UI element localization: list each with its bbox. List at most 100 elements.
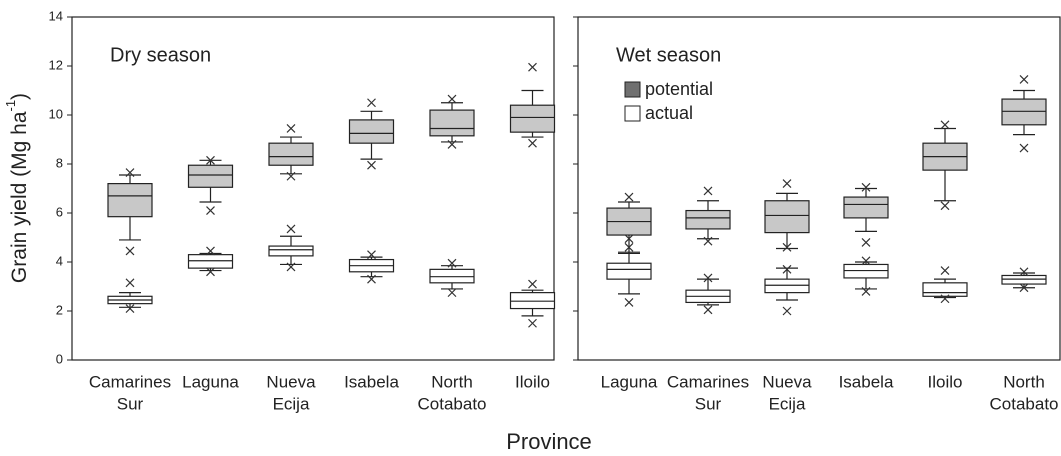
box	[509, 292, 556, 310]
y-tick-label: 6	[56, 204, 63, 219]
legend-swatch	[624, 105, 641, 122]
flier	[861, 256, 871, 266]
x-tick-label: Laguna	[601, 372, 658, 391]
panel-title: Dry season	[110, 44, 211, 66]
plot-frame	[577, 16, 1061, 361]
x-tick-label: North	[431, 372, 473, 391]
y-tick-label: 14	[49, 8, 63, 23]
x-tick-label: Sur	[695, 394, 722, 413]
flier	[861, 286, 871, 296]
plot-frame	[71, 16, 555, 361]
box	[187, 254, 234, 269]
flier	[206, 155, 215, 165]
flier	[940, 294, 950, 304]
flier	[125, 278, 135, 288]
y-axis-label-text: Grain yield (Mg ha	[8, 111, 31, 283]
box	[922, 282, 968, 297]
legend-label: actual	[645, 103, 693, 123]
flier	[782, 179, 792, 189]
box	[606, 262, 652, 280]
flier	[703, 236, 713, 246]
flier	[1019, 143, 1029, 153]
x-tick-label: Iloilo	[928, 372, 963, 391]
flier	[528, 138, 537, 148]
box	[509, 104, 556, 133]
x-tick-label: Laguna	[182, 372, 239, 391]
x-tick-label: Isabela	[344, 372, 399, 391]
panel-title: Wet season	[616, 44, 721, 66]
flier	[703, 273, 713, 283]
x-tick-label: Nueva	[762, 372, 812, 391]
legend-swatch	[624, 81, 641, 98]
flier	[1019, 267, 1029, 277]
flier	[624, 234, 634, 244]
box	[429, 109, 475, 137]
flier	[286, 262, 296, 272]
flier	[528, 279, 537, 289]
flier	[703, 305, 713, 315]
flier	[286, 124, 296, 133]
flier	[206, 206, 215, 215]
y-tick-label: 0	[56, 351, 63, 366]
flier	[125, 246, 135, 256]
x-axis-label: Province	[506, 429, 592, 454]
x-tick-label: North	[1003, 372, 1045, 391]
y-axis-label: Grain yield (Mg ha-1)	[3, 93, 30, 283]
flier	[367, 160, 376, 170]
flier	[447, 258, 457, 268]
x-tick-label: Isabela	[839, 372, 894, 391]
y-axis-label-sup: -1	[3, 100, 18, 112]
x-tick-label: Camarines	[667, 372, 749, 391]
box	[348, 119, 395, 144]
x-tick-label: Camarines	[89, 372, 171, 391]
flier	[286, 224, 296, 234]
flier	[624, 192, 634, 202]
flier	[1019, 75, 1029, 84]
y-tick-label: 10	[49, 106, 63, 121]
box	[685, 209, 731, 230]
box	[843, 196, 889, 219]
y-tick-label: 8	[56, 155, 63, 170]
flier	[367, 250, 376, 260]
box	[107, 183, 153, 218]
x-tick-label: Nueva	[266, 372, 316, 391]
box	[843, 263, 889, 279]
flier	[861, 237, 871, 247]
flier	[447, 94, 457, 104]
flier	[703, 186, 713, 196]
flier	[624, 298, 634, 307]
box	[268, 142, 314, 166]
box	[764, 200, 810, 234]
flier	[206, 267, 215, 277]
x-tick-label: Ecija	[273, 394, 310, 413]
flier	[782, 306, 792, 316]
flier	[125, 304, 135, 313]
flier	[528, 62, 537, 72]
x-tick-label: Ecija	[769, 394, 806, 413]
flier	[861, 182, 871, 192]
flier	[782, 264, 792, 274]
flier	[1019, 283, 1029, 293]
flier	[367, 98, 376, 108]
box	[1001, 98, 1047, 126]
flier	[125, 168, 135, 177]
flier	[447, 288, 457, 298]
x-tick-label: Sur	[117, 394, 144, 413]
box	[764, 278, 810, 294]
flier	[528, 318, 537, 328]
y-tick-label: 12	[49, 57, 63, 72]
flier	[286, 171, 296, 181]
y-tick-label: 2	[56, 302, 63, 317]
flier	[940, 201, 950, 211]
y-tick-label: 4	[56, 253, 63, 268]
x-tick-label: Iloilo	[515, 372, 550, 391]
flier	[206, 246, 215, 256]
flier	[940, 120, 950, 130]
box	[1001, 274, 1047, 285]
flier	[447, 139, 457, 149]
x-tick-label: Cotabato	[418, 394, 487, 413]
legend-label: potential	[645, 79, 713, 99]
box	[187, 164, 234, 188]
box	[268, 245, 314, 257]
flier	[624, 242, 634, 252]
